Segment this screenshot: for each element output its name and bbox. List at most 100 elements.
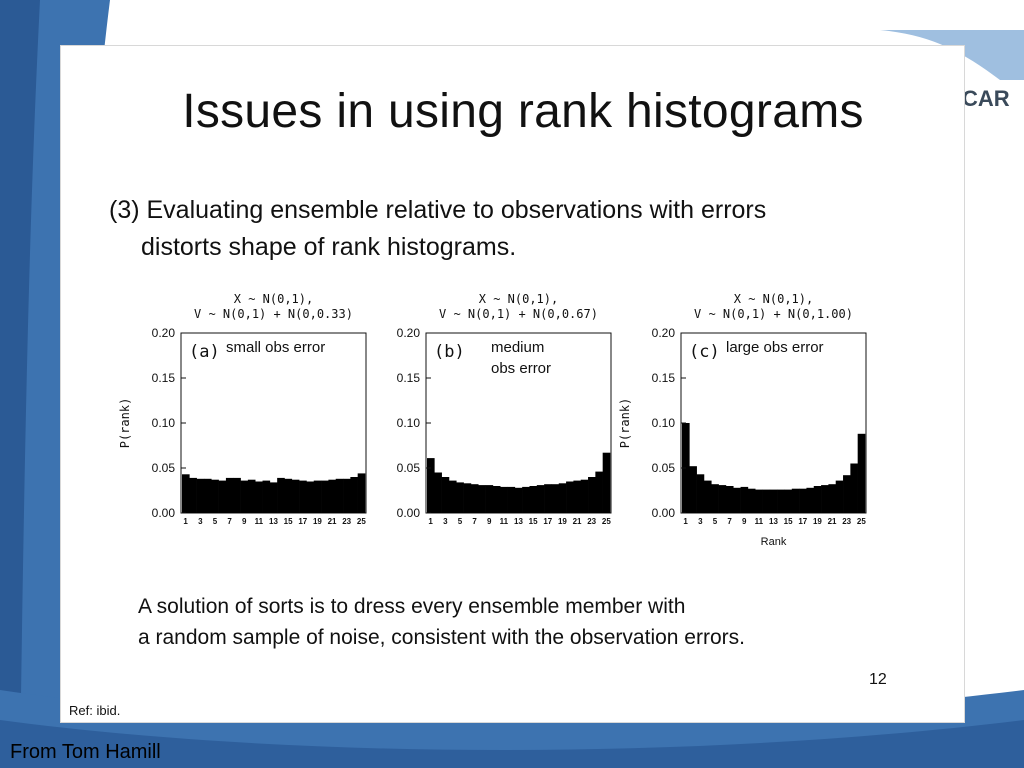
histogram-bar <box>762 489 771 513</box>
x-tick-label: 11 <box>255 517 264 526</box>
histogram-bar <box>747 488 756 513</box>
x-tick-label: 3 <box>443 517 448 526</box>
histogram-bar <box>536 485 545 513</box>
histogram-bar <box>791 488 800 513</box>
histogram-bar <box>711 484 719 513</box>
histogram-bar <box>240 480 249 513</box>
panel-annotation: obs error <box>491 360 551 377</box>
y-tick-label: 0.20 <box>152 326 176 340</box>
y-tick-label: 0.05 <box>652 461 676 475</box>
histogram-bar <box>689 466 697 513</box>
histogram-bar <box>328 479 337 513</box>
histogram-bar <box>696 474 705 513</box>
x-tick-label: 25 <box>857 517 866 526</box>
histogram-bar <box>580 479 589 513</box>
credit-text: From Tom Hamill <box>10 741 161 763</box>
histogram-bar <box>291 479 300 513</box>
histogram-bar <box>255 481 263 513</box>
histogram-panel-c: X ~ N(0,1),V ~ N(0,1) + N(0,1.00) 0.20 0.1… <box>618 292 867 548</box>
histogram-bar <box>500 486 508 513</box>
x-tick-label: 19 <box>813 517 822 526</box>
y-tick-label: 0.05 <box>397 461 421 475</box>
panel-label: (a) <box>189 342 220 362</box>
histogram-bar <box>306 481 315 513</box>
histogram-bar <box>857 433 866 513</box>
subtitle-line-2: distorts shape of rank histograms. <box>141 233 517 261</box>
panel-label: (b) <box>434 342 465 362</box>
chart-title-line-1: X ~ N(0,1), <box>734 292 813 306</box>
histogram-bar <box>602 452 611 513</box>
histogram-bar <box>755 489 763 513</box>
histogram-bar <box>850 463 858 513</box>
histogram-panel-a: X ~ N(0,1),V ~ N(0,1) + N(0,0.33) 0.20 0.1… <box>118 292 367 526</box>
solution-line-2: a random sample of noise, consistent wit… <box>138 626 745 649</box>
histogram-bar <box>321 480 329 513</box>
histogram-bar <box>478 485 486 513</box>
x-tick-label: 19 <box>313 517 322 526</box>
x-tick-label: 15 <box>784 517 793 526</box>
histogram-bar <box>740 486 749 513</box>
panel-annotation: large obs error <box>726 339 824 356</box>
chart-title-line-1: X ~ N(0,1), <box>234 292 313 306</box>
x-tick-label: 5 <box>713 517 718 526</box>
histogram-bar <box>718 485 727 513</box>
histogram-bar <box>262 480 271 513</box>
histogram-bar <box>492 486 501 513</box>
histogram-bar <box>835 480 844 513</box>
x-tick-label: 7 <box>727 517 732 526</box>
histogram-bar <box>821 485 829 513</box>
y-tick-label: 0.10 <box>652 416 676 430</box>
histogram-bar <box>551 484 560 513</box>
x-tick-label: 7 <box>227 517 232 526</box>
x-tick-label: 9 <box>487 517 492 526</box>
histogram-bar <box>595 471 603 513</box>
histogram-bar <box>335 478 344 513</box>
left-dark-band <box>0 0 40 768</box>
x-tick-label: 13 <box>769 517 778 526</box>
slide-title: Issues in using rank histograms <box>182 85 864 138</box>
x-tick-label: 25 <box>602 517 611 526</box>
x-tick-label: 3 <box>198 517 203 526</box>
x-tick-label: 23 <box>842 517 851 526</box>
x-tick-label: 21 <box>828 517 837 526</box>
x-tick-label: 19 <box>558 517 567 526</box>
y-tick-label: 0.15 <box>652 371 676 385</box>
histogram-bar <box>196 478 205 513</box>
solution-text: A solution of sorts is to dress every en… <box>138 591 918 653</box>
histogram-bar <box>558 483 567 513</box>
histogram-bar <box>813 486 822 513</box>
histogram-bar <box>357 473 366 513</box>
histogram-bar <box>218 480 227 513</box>
histogram-bar <box>284 478 293 513</box>
rank-histogram-svg: X ~ N(0,1),V ~ N(0,1) + N(0,0.33)0.200.1… <box>118 292 867 548</box>
page-number: 12 <box>869 671 887 688</box>
slide-frame: Issues in using rank histograms (3) Eval… <box>60 45 965 723</box>
x-tick-label: 23 <box>587 517 596 526</box>
x-tick-label: 5 <box>213 517 218 526</box>
histogram-bar <box>733 487 741 513</box>
slide-subtitle: (3) Evaluating ensemble relative to obse… <box>109 192 909 266</box>
y-tick-label: 0.15 <box>397 371 421 385</box>
x-tick-label: 13 <box>514 517 523 526</box>
reference-note: Ref: ibid. <box>69 703 121 718</box>
chart-title-line-2: V ~ N(0,1) + N(0,1.00) <box>694 307 853 321</box>
histogram-bar <box>448 480 457 513</box>
x-tick-label: 21 <box>328 517 337 526</box>
histogram-bar <box>211 479 219 513</box>
histogram-bar <box>189 477 197 513</box>
chart-title-line-1: X ~ N(0,1), <box>479 292 558 306</box>
histogram-bar <box>343 478 351 513</box>
histogram-bar <box>828 484 837 513</box>
x-tick-label: 1 <box>428 517 433 526</box>
x-tick-label: 1 <box>683 517 688 526</box>
y-tick-label: 0.20 <box>397 326 421 340</box>
y-tick-label: 0.00 <box>397 506 421 520</box>
x-tick-label: 17 <box>543 517 552 526</box>
histogram-bar <box>463 483 472 513</box>
histogram-bar <box>777 489 785 513</box>
histogram-bar <box>203 478 212 513</box>
histogram-bar <box>299 480 307 513</box>
histogram-bar <box>350 477 358 513</box>
histogram-bar <box>313 480 322 513</box>
x-tick-label: 9 <box>242 517 247 526</box>
